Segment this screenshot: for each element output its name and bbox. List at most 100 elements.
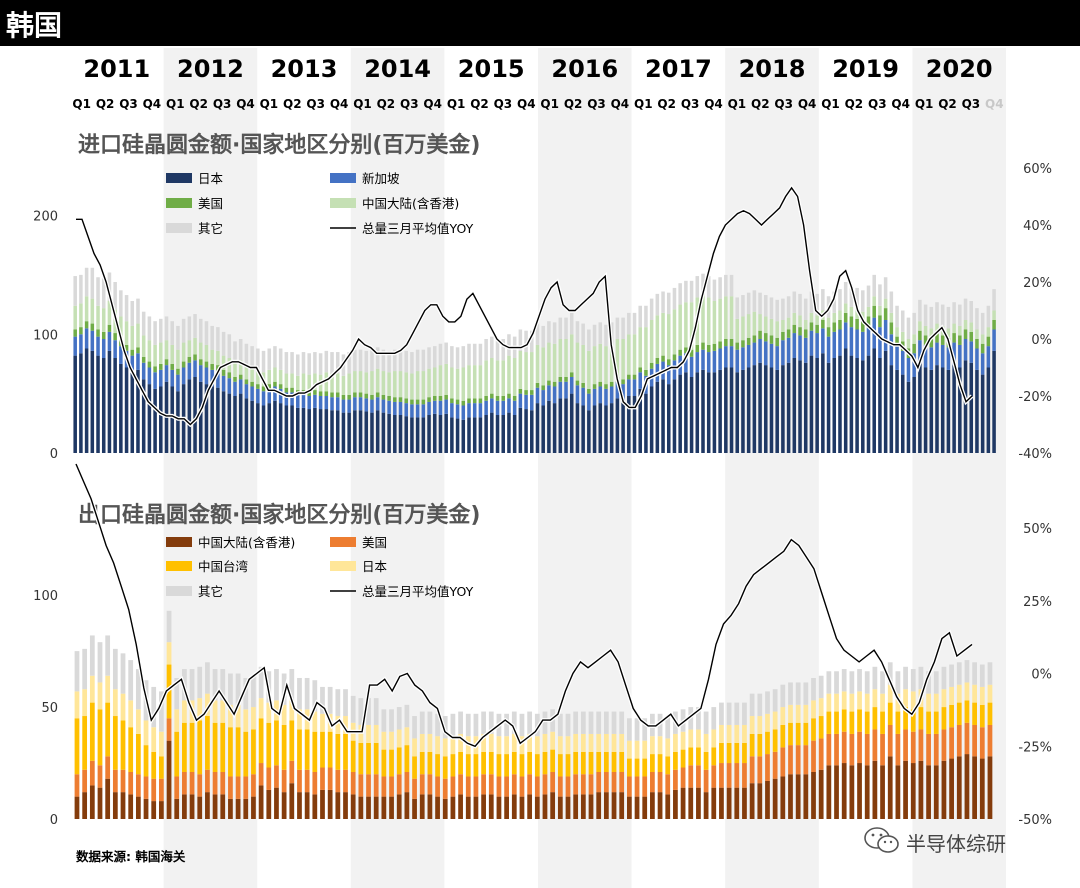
bar-segment (946, 328, 951, 338)
bar-segment (419, 733, 425, 752)
bar-segment (569, 393, 574, 453)
bar-segment (301, 352, 306, 374)
bar-segment (912, 334, 916, 344)
bar-segment (490, 393, 494, 399)
page-title: 韩国 (6, 9, 63, 42)
bar-segment (889, 365, 894, 453)
bar-segment (373, 698, 379, 725)
bar-segment (478, 403, 483, 418)
bar-segment (701, 369, 705, 453)
bar-segment (775, 337, 779, 347)
bar-segment (158, 691, 164, 732)
bar-segment (501, 396, 506, 401)
bar-segment (972, 756, 977, 819)
bar-segment (228, 798, 233, 819)
bar-segment (284, 373, 289, 388)
bar-segment (558, 339, 563, 377)
bar-segment (128, 660, 134, 701)
bar-segment (935, 365, 939, 453)
bar-segment (73, 355, 77, 453)
bar-segment (712, 372, 717, 453)
bar-segment (442, 798, 448, 819)
y2-tick-label: 0% (1031, 668, 1052, 683)
bar-segment (427, 794, 433, 819)
bar-segment (442, 778, 448, 799)
quarter-label: Q1 (728, 97, 747, 111)
bar-segment (90, 330, 95, 351)
bar-segment (792, 333, 797, 358)
bar-segment (573, 711, 579, 734)
bar-segment (557, 796, 563, 819)
bar-segment (210, 386, 214, 453)
bar-segment (256, 403, 260, 453)
bar-segment (297, 677, 302, 710)
bar-segment (290, 352, 294, 374)
bar-segment (889, 312, 894, 323)
bar-segment (358, 774, 364, 797)
bar-segment (335, 373, 340, 393)
bar-segment (141, 335, 146, 357)
bar-segment (266, 702, 272, 723)
bar-segment (764, 295, 768, 317)
bar-segment (151, 801, 157, 819)
bar-segment (159, 342, 163, 364)
bar-segment (381, 399, 386, 413)
bar-segment (273, 400, 277, 453)
bar-segment (900, 374, 905, 453)
bar-segment (749, 783, 755, 819)
bar-segment (849, 765, 855, 819)
bar-segment (935, 342, 939, 366)
bar-segment (788, 722, 793, 746)
bar-segment (164, 359, 169, 366)
bar-segment (596, 733, 602, 752)
bar-segment (238, 379, 243, 394)
bar-segment (496, 796, 502, 819)
bar-segment (481, 774, 486, 795)
bar-segment (216, 350, 220, 366)
bar-segment (834, 733, 839, 766)
bar-segment (221, 331, 226, 356)
bar-segment (923, 325, 928, 336)
quarter-label: Q3 (774, 97, 793, 111)
bar-segment (587, 410, 591, 453)
bar-segment (742, 763, 747, 788)
bar-segment (918, 340, 922, 363)
bar-segment (689, 349, 694, 357)
bar-segment (370, 371, 374, 395)
bar-segment (238, 339, 243, 361)
bar-segment (596, 792, 602, 819)
bar-segment (364, 350, 369, 373)
bar-segment (101, 358, 106, 453)
bar-segment (153, 344, 157, 367)
bar-segment (701, 342, 705, 350)
bar-segment (358, 796, 364, 819)
year-label: 2016 (551, 55, 618, 83)
bar-segment (82, 689, 88, 717)
bar-segment (719, 702, 724, 725)
bar-segment (627, 379, 631, 396)
bar-segment (775, 321, 779, 338)
bar-segment (404, 350, 408, 373)
bar-segment (541, 385, 545, 391)
bar-segment (410, 399, 414, 405)
bar-segment (765, 691, 770, 714)
bar-segment (872, 707, 878, 730)
bar-segment (398, 371, 403, 398)
bar-segment (130, 349, 135, 356)
bar-segment (427, 711, 433, 734)
bar-segment (495, 415, 500, 453)
bar-segment (330, 410, 334, 453)
bar-segment (673, 789, 678, 819)
bar-segment (696, 729, 701, 748)
bar-segment (564, 398, 568, 453)
bar-segment (151, 778, 157, 802)
bar-segment (838, 329, 842, 356)
legend-swatch (166, 198, 192, 208)
bar-segment (742, 724, 747, 743)
bar-segment (307, 409, 311, 453)
bar-segment (788, 774, 793, 819)
bar-segment (89, 675, 95, 703)
bar-segment (741, 316, 745, 341)
bar-segment (524, 409, 528, 453)
bar-segment (661, 291, 665, 313)
